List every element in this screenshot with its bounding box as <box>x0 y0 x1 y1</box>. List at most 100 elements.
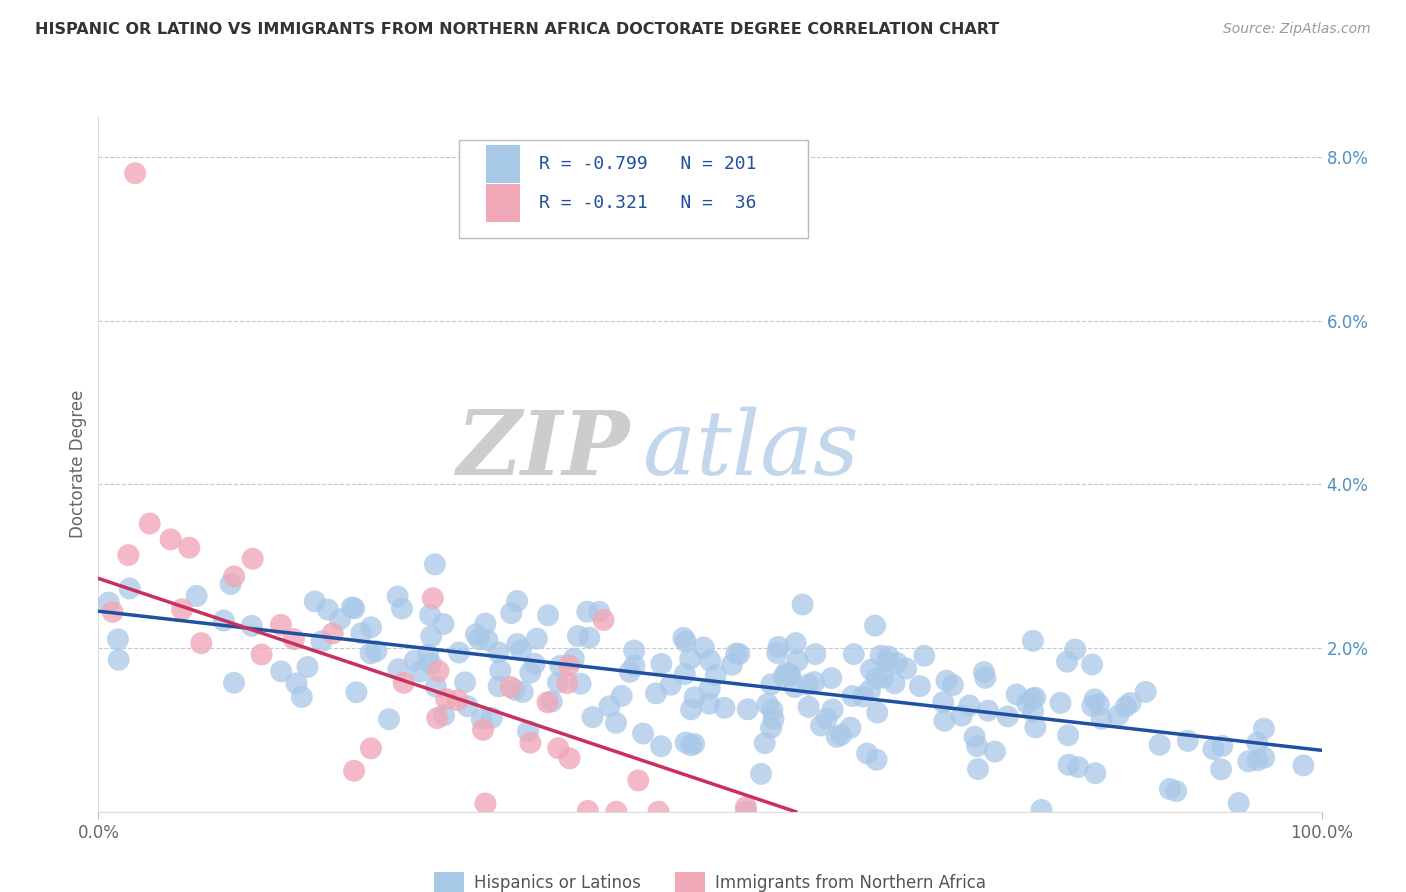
Point <box>699 653 721 667</box>
Point <box>420 629 443 643</box>
Point <box>419 657 441 671</box>
Point <box>297 660 319 674</box>
Point <box>1017 696 1039 710</box>
Point <box>1005 688 1028 702</box>
Point <box>536 695 558 709</box>
Point <box>863 618 886 632</box>
Point <box>762 712 785 726</box>
Point <box>912 648 935 663</box>
Point <box>974 671 997 685</box>
Point <box>610 689 633 703</box>
Point <box>673 667 696 681</box>
Point <box>172 602 194 616</box>
Point <box>250 648 273 662</box>
Point <box>557 676 579 690</box>
Point <box>679 652 702 666</box>
Point <box>737 702 759 716</box>
Point <box>804 647 827 661</box>
Text: R = -0.321   N =  36: R = -0.321 N = 36 <box>538 194 756 212</box>
Point <box>1088 698 1111 712</box>
Point <box>761 677 783 691</box>
Point <box>503 682 526 697</box>
Point <box>598 699 620 714</box>
Point <box>427 664 450 678</box>
Point <box>896 661 918 675</box>
Point <box>547 741 569 756</box>
Point <box>650 657 672 671</box>
Point <box>212 614 235 628</box>
Point <box>1253 750 1275 764</box>
Point <box>627 773 650 788</box>
Point <box>1135 685 1157 699</box>
Point <box>434 692 457 706</box>
Point <box>360 620 382 634</box>
Point <box>416 648 439 662</box>
Point <box>1084 692 1107 706</box>
Point <box>768 640 790 654</box>
Point <box>1049 696 1071 710</box>
Point <box>883 676 905 690</box>
Point <box>1022 633 1045 648</box>
Point <box>578 631 600 645</box>
Point <box>540 694 562 708</box>
Point <box>517 724 540 739</box>
Point <box>697 697 720 711</box>
Point <box>1064 642 1087 657</box>
Point <box>865 671 887 685</box>
Point <box>957 698 980 713</box>
Point <box>488 679 510 693</box>
Point <box>558 658 581 673</box>
Point <box>419 607 441 622</box>
FancyBboxPatch shape <box>486 184 520 222</box>
Point <box>506 594 529 608</box>
Point <box>825 730 848 744</box>
Point <box>1159 782 1181 797</box>
Point <box>872 671 894 685</box>
Point <box>672 631 695 645</box>
Point <box>454 675 477 690</box>
Point <box>432 617 454 632</box>
Point <box>1292 758 1315 772</box>
Point <box>645 686 668 700</box>
Point <box>270 617 292 632</box>
Point <box>754 736 776 750</box>
Text: ZIP: ZIP <box>457 407 630 493</box>
Point <box>519 665 541 680</box>
Point <box>865 753 887 767</box>
Point <box>97 595 120 609</box>
Point <box>683 690 706 705</box>
Point <box>322 626 344 640</box>
Point <box>721 657 744 672</box>
Point <box>343 601 366 615</box>
Point <box>285 676 308 690</box>
Point <box>704 668 727 682</box>
Point <box>803 675 825 690</box>
Point <box>1246 736 1268 750</box>
Point <box>830 728 852 742</box>
Point <box>425 680 447 694</box>
Point <box>779 667 801 681</box>
Point <box>967 762 990 776</box>
Point <box>447 646 470 660</box>
Point <box>619 665 641 679</box>
Point <box>392 676 415 690</box>
Point <box>683 737 706 751</box>
Point <box>117 548 139 562</box>
Point <box>576 804 599 818</box>
Point <box>932 695 955 709</box>
Point <box>329 612 352 626</box>
Point <box>423 558 446 572</box>
Point <box>474 616 496 631</box>
Y-axis label: Doctorate Degree: Doctorate Degree <box>69 390 87 538</box>
Point <box>623 658 645 673</box>
Point <box>101 605 124 619</box>
Point <box>537 608 560 623</box>
Point <box>118 582 141 596</box>
Point <box>810 718 832 732</box>
Text: R = -0.799   N = 201: R = -0.799 N = 201 <box>538 155 756 173</box>
Point <box>477 633 499 648</box>
Point <box>186 589 208 603</box>
Point <box>446 693 468 707</box>
Point <box>523 657 546 671</box>
Point <box>1237 755 1260 769</box>
